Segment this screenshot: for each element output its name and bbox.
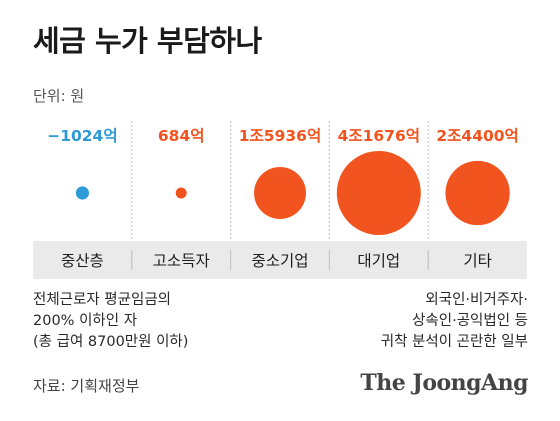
note-other: 외국인·비거주자· 상속인·공익법인 등 귀착 분석이 곤란한 일부 [381,290,528,353]
category-label: 중소기업 [251,252,308,270]
category-label: 고소득자 [153,252,210,270]
category-band [33,241,527,279]
bubble-1 [75,186,89,200]
note-other-line: 귀착 분석이 곤란한 일부 [380,334,528,350]
unit-label: 단위: 원 [33,87,85,105]
value-label: 684억 [158,126,205,145]
value-label: 4조1676억 [338,126,420,145]
value-label: 2조4400억 [436,126,518,145]
bubble-2 [175,187,187,199]
bubble-5 [445,160,510,226]
note-middle-class: 전체근로자 평균임금의 200% 이하인 자 (총 급여 8700만원 이하) [33,290,188,353]
category-label: 중산층 [61,252,104,270]
brand-logo: The JoongAng [360,370,528,396]
source-label: 자료: 기획재정부 [33,377,140,395]
note-middle-class-line: 200% 이하인 자 [33,313,138,329]
note-middle-class-line: 전체근로자 평균임금의 [33,292,172,308]
value-label: −1024억 [47,126,117,145]
bubble-4 [336,151,421,235]
chart-title: 세금 누가 부담하나 [33,24,262,58]
bubble-3 [254,167,306,219]
category-label: 대기업 [357,252,400,270]
value-label: 1조5936억 [239,126,321,145]
note-other-line: 상속인·공익법인 등 [412,313,528,329]
note-middle-class-line: (총 급여 8700만원 이하) [33,334,189,350]
category-label: 기타 [463,252,492,270]
note-other-line: 외국인·비거주자· [425,292,528,308]
